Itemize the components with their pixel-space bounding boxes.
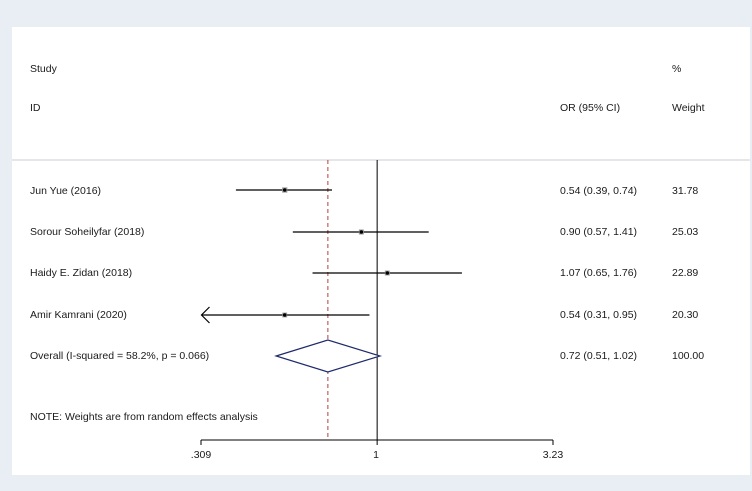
study-label: Amir Kamrani (2020) xyxy=(30,309,127,321)
overall-diamond xyxy=(274,339,383,373)
study-weight: 22.89 xyxy=(672,267,699,279)
overall-label: Overall (I-squared = 58.2%, p = 0.066) xyxy=(30,350,210,362)
study-weight: 20.30 xyxy=(672,309,699,321)
study-ci-text: 0.90 (0.57, 1.41) xyxy=(560,226,638,238)
study-weight: 25.03 xyxy=(672,226,699,238)
study-label: Sorour Soheilyfar (2018) xyxy=(30,226,145,238)
study-ci-text: 1.07 (0.65, 1.76) xyxy=(560,267,638,279)
x-tick-label: .309 xyxy=(190,449,212,461)
point-estimate xyxy=(282,188,287,192)
study-label: Jun Yue (2016) xyxy=(30,185,102,197)
header-or-ci: OR (95% CI) xyxy=(560,102,621,114)
header-id: ID xyxy=(30,102,41,114)
x-tick-label: 3.23 xyxy=(542,449,564,461)
footnote: NOTE: Weights are from random effects an… xyxy=(30,411,258,423)
ci-arrow xyxy=(200,306,210,324)
point-estimate xyxy=(359,230,364,234)
overall-weight: 100.00 xyxy=(672,350,705,362)
header-study: Study xyxy=(30,63,57,75)
plot-panel xyxy=(12,27,750,475)
study-label: Haidy E. Zidan (2018) xyxy=(30,267,133,279)
header-weight: Weight xyxy=(672,102,705,114)
study-ci-text: 0.54 (0.31, 0.95) xyxy=(560,309,638,321)
point-estimate xyxy=(282,313,287,317)
point-estimate xyxy=(385,271,390,275)
header-weight-pct: % xyxy=(672,63,682,75)
x-tick-label: 1 xyxy=(373,449,379,461)
overall-ci-text: 0.72 (0.51, 1.02) xyxy=(560,350,638,362)
study-ci-text: 0.54 (0.39, 0.74) xyxy=(560,185,638,197)
study-weight: 31.78 xyxy=(672,185,699,197)
